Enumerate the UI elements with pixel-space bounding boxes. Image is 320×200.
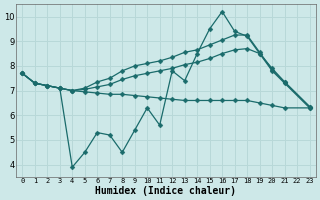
X-axis label: Humidex (Indice chaleur): Humidex (Indice chaleur) xyxy=(95,186,236,196)
